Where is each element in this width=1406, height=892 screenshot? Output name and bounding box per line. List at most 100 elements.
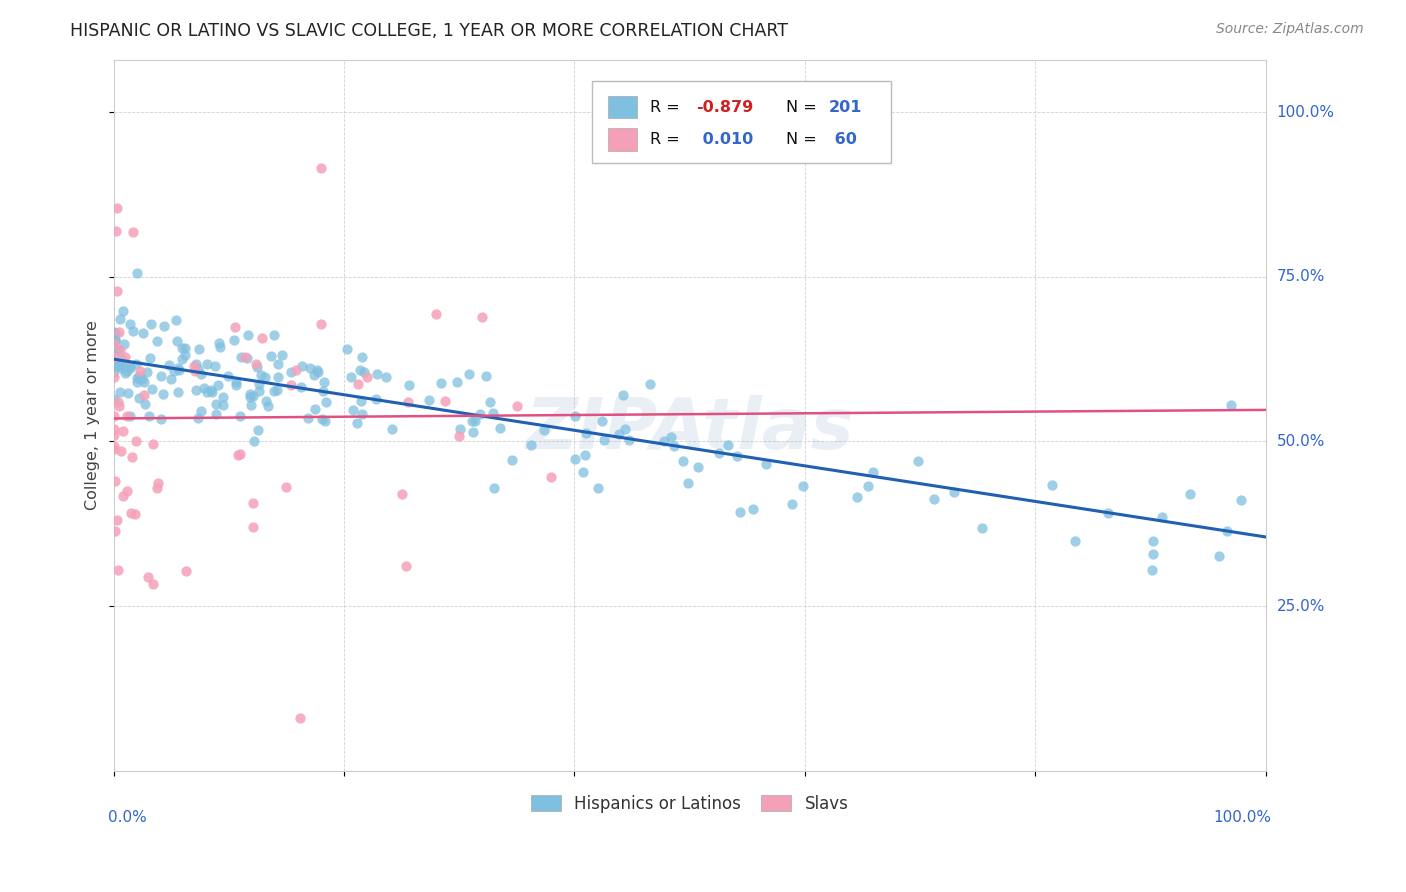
Point <box>1097 506 1119 520</box>
Point <box>118 317 141 331</box>
Point <box>105 359 128 373</box>
Point <box>922 492 945 507</box>
Point <box>103 350 125 364</box>
Point <box>288 711 311 725</box>
Point <box>190 404 212 418</box>
Point <box>224 319 246 334</box>
Point <box>381 422 404 436</box>
Point <box>366 367 388 381</box>
Point <box>141 382 163 396</box>
Point <box>291 359 314 373</box>
Point <box>304 401 326 416</box>
Point <box>239 387 262 401</box>
Point <box>120 506 142 520</box>
Point <box>339 370 361 384</box>
Point <box>285 362 308 376</box>
Point <box>489 420 512 434</box>
Point <box>112 336 135 351</box>
Point <box>366 392 388 406</box>
Point <box>169 362 191 376</box>
Point <box>564 452 586 467</box>
Point <box>132 326 155 340</box>
Point <box>183 364 205 378</box>
Point <box>730 505 752 519</box>
Point <box>139 317 162 331</box>
Point <box>134 396 156 410</box>
Point <box>564 409 586 424</box>
Point <box>305 363 328 377</box>
Point <box>309 317 332 331</box>
Point <box>105 285 128 299</box>
Point <box>200 383 222 397</box>
Point <box>150 412 173 426</box>
Point <box>208 335 231 350</box>
Text: 0.010: 0.010 <box>696 132 752 147</box>
Point <box>350 393 373 408</box>
Point <box>1040 477 1063 491</box>
Point <box>108 399 131 413</box>
Point <box>238 327 260 342</box>
Text: 0.0%: 0.0% <box>108 810 146 825</box>
Point <box>104 326 127 340</box>
Point <box>312 384 335 398</box>
Point <box>474 369 496 384</box>
Point <box>482 406 505 420</box>
Point <box>148 475 170 490</box>
Point <box>429 376 451 391</box>
Point <box>131 372 153 386</box>
Point <box>167 361 190 376</box>
Point <box>792 479 814 493</box>
Point <box>150 369 173 384</box>
Point <box>204 359 226 373</box>
Point <box>1215 524 1237 539</box>
Point <box>482 481 505 495</box>
Point <box>375 370 398 384</box>
Point <box>187 362 209 376</box>
Point <box>239 398 262 412</box>
Point <box>110 444 132 458</box>
Point <box>659 429 682 443</box>
Point <box>352 407 374 421</box>
Point <box>103 392 125 407</box>
Point <box>471 310 494 325</box>
Point <box>226 448 249 462</box>
Text: N =: N = <box>786 132 823 147</box>
Point <box>755 457 778 471</box>
Point <box>110 357 132 371</box>
Point <box>586 481 609 495</box>
Point <box>266 384 288 398</box>
Point <box>121 450 143 465</box>
Point <box>309 161 332 176</box>
Point <box>108 311 131 326</box>
Point <box>209 340 232 354</box>
Point <box>461 414 484 428</box>
Point <box>110 385 132 400</box>
Point <box>717 437 740 451</box>
Point <box>118 360 141 375</box>
Point <box>122 226 145 240</box>
Point <box>280 365 302 379</box>
Point <box>725 449 748 463</box>
Point <box>574 448 596 462</box>
Point <box>125 434 148 449</box>
Point <box>103 439 125 453</box>
Point <box>125 357 148 371</box>
Point <box>103 370 125 384</box>
Text: 25.0%: 25.0% <box>1277 599 1324 614</box>
Point <box>741 502 763 516</box>
Legend: Hispanics or Latinos, Slavs: Hispanics or Latinos, Slavs <box>524 788 855 819</box>
Text: ZIPAtlas: ZIPAtlas <box>526 395 853 464</box>
Point <box>612 388 634 402</box>
Point <box>425 307 447 321</box>
Point <box>132 376 155 390</box>
Point <box>142 576 165 591</box>
Point <box>254 394 277 409</box>
Point <box>458 367 481 381</box>
Point <box>342 402 364 417</box>
Point <box>312 375 335 389</box>
Point <box>249 368 271 382</box>
Point <box>103 422 125 436</box>
Point <box>193 381 215 395</box>
Point <box>187 342 209 356</box>
Point <box>128 364 150 378</box>
